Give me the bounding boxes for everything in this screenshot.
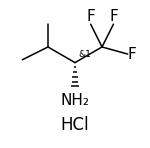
Text: F: F — [128, 47, 136, 62]
Text: F: F — [109, 9, 118, 24]
Text: F: F — [86, 9, 95, 24]
Text: NH₂: NH₂ — [60, 92, 90, 107]
Text: &1: &1 — [78, 50, 91, 59]
Text: HCl: HCl — [61, 116, 89, 134]
